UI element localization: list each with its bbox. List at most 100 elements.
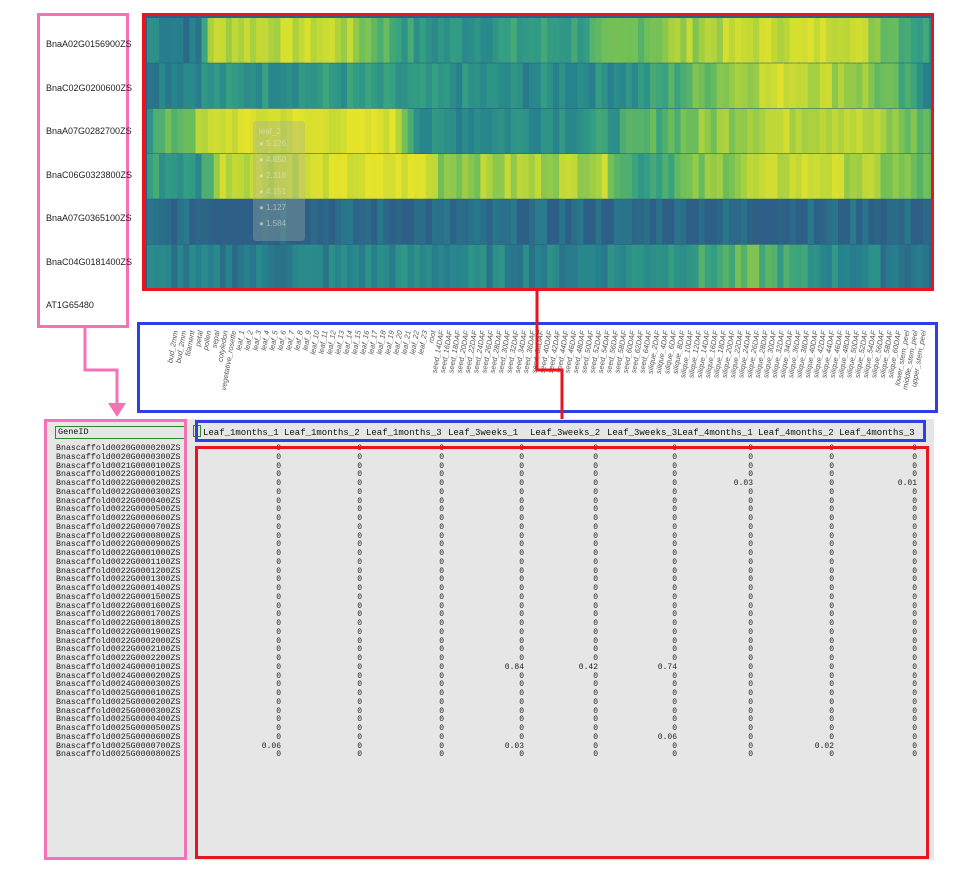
value-cell[interactable]: 0	[912, 697, 917, 707]
value-cell[interactable]: 0	[672, 479, 677, 488]
value-cell[interactable]: 0	[593, 452, 598, 462]
gene-id-cell[interactable]: Bnascaffold0020G0000200ZS	[56, 444, 181, 453]
value-cell[interactable]: 0	[829, 689, 834, 698]
gene-id-cell[interactable]: Bnascaffold0022G0001300ZS	[56, 575, 181, 585]
gene-id-cell[interactable]: Bnascaffold0022G0000100ZS	[56, 470, 181, 480]
value-cell[interactable]: 0	[748, 706, 753, 716]
value-cell[interactable]: 0	[672, 487, 677, 497]
value-cell[interactable]: 0	[672, 505, 677, 515]
value-cell[interactable]: 0	[357, 741, 362, 751]
value-cell[interactable]: 0	[748, 680, 753, 690]
value-cell[interactable]: 0	[829, 496, 834, 506]
value-cell[interactable]: 0	[276, 601, 281, 611]
value-cell[interactable]: 0	[829, 636, 834, 646]
value-cell[interactable]: 0	[748, 470, 753, 480]
value-cell[interactable]: 0	[439, 680, 444, 690]
value-cell[interactable]: 0	[519, 514, 524, 523]
value-cell[interactable]: 0	[912, 470, 917, 480]
value-cell[interactable]: 0	[519, 680, 524, 690]
value-cell[interactable]: 0	[439, 452, 444, 462]
value-cell[interactable]: 0	[519, 584, 524, 593]
value-cell[interactable]: 0	[593, 636, 598, 646]
value-cell[interactable]: 0	[439, 496, 444, 506]
value-cell[interactable]: 0	[519, 470, 524, 480]
column-header[interactable]: Leaf_4months_1	[677, 428, 753, 438]
value-cell[interactable]: 0	[357, 505, 362, 515]
value-cell[interactable]: 0	[748, 671, 753, 681]
value-cell[interactable]: 0	[912, 452, 917, 462]
value-cell[interactable]: 0	[357, 540, 362, 550]
value-cell[interactable]: 0	[748, 662, 753, 672]
value-cell[interactable]: 0	[357, 689, 362, 698]
value-cell[interactable]: 0	[519, 610, 524, 620]
value-cell[interactable]: 0	[593, 724, 598, 733]
value-cell[interactable]: 0	[672, 557, 677, 567]
value-cell[interactable]: 0	[829, 662, 834, 672]
value-cell[interactable]: 0	[829, 680, 834, 690]
value-cell[interactable]: 0	[912, 601, 917, 611]
value-cell[interactable]: 0	[439, 584, 444, 593]
value-cell[interactable]: 0	[357, 636, 362, 646]
value-cell[interactable]: 0	[593, 584, 598, 593]
value-cell[interactable]: 0	[829, 514, 834, 523]
value-cell[interactable]: 0	[748, 496, 753, 506]
value-cell[interactable]: 0	[748, 575, 753, 585]
value-cell[interactable]: 0	[593, 566, 598, 576]
value-cell[interactable]: 0	[276, 549, 281, 558]
column-header[interactable]: Leaf_3weeks_3	[607, 428, 678, 438]
value-cell[interactable]: 0	[439, 487, 444, 497]
value-cell[interactable]: 0	[748, 557, 753, 567]
value-cell[interactable]: 0	[519, 636, 524, 646]
gene-id-cell[interactable]: Bnascaffold0022G0000500ZS	[56, 505, 181, 515]
value-cell[interactable]: 0.06	[657, 732, 677, 742]
value-cell[interactable]: 0	[748, 741, 753, 751]
gene-id-cell[interactable]: Bnascaffold0025G0000500ZS	[56, 724, 181, 733]
value-cell[interactable]: 0	[439, 715, 444, 725]
value-cell[interactable]: 0	[748, 514, 753, 523]
value-cell[interactable]: 0	[829, 566, 834, 576]
value-cell[interactable]: 0	[439, 549, 444, 558]
value-cell[interactable]: 0	[672, 531, 677, 541]
gene-id-cell[interactable]: Bnascaffold0022G0001600ZS	[56, 601, 181, 611]
value-cell[interactable]: 0	[519, 452, 524, 462]
value-cell[interactable]: 0	[829, 575, 834, 585]
value-cell[interactable]: 0	[593, 741, 598, 751]
value-cell[interactable]: 0	[829, 619, 834, 628]
value-cell[interactable]: 0	[593, 540, 598, 550]
value-cell[interactable]: 0	[912, 689, 917, 698]
value-cell[interactable]: 0	[276, 724, 281, 733]
value-cell[interactable]: 0	[593, 514, 598, 523]
value-cell[interactable]: 0	[829, 540, 834, 550]
value-cell[interactable]: 0.02	[814, 741, 834, 751]
value-cell[interactable]: 0	[357, 592, 362, 602]
value-cell[interactable]: 0	[748, 540, 753, 550]
value-cell[interactable]: 0	[829, 654, 834, 663]
value-cell[interactable]: 0	[593, 557, 598, 567]
value-cell[interactable]: 0	[748, 697, 753, 707]
value-cell[interactable]: 0	[672, 514, 677, 523]
value-cell[interactable]: 0	[912, 610, 917, 620]
value-cell[interactable]: 0	[276, 619, 281, 628]
value-cell[interactable]: 0	[276, 671, 281, 681]
value-cell[interactable]: 0	[672, 741, 677, 751]
gene-id-cell[interactable]: Bnascaffold0022G0001000ZS	[56, 549, 181, 558]
gene-id-cell[interactable]: Bnascaffold0022G0000800ZS	[56, 531, 181, 541]
value-cell[interactable]: 0	[357, 549, 362, 558]
gene-id-cell[interactable]: Bnascaffold0022G0000300ZS	[56, 487, 181, 497]
value-cell[interactable]: 0	[276, 522, 281, 532]
column-header[interactable]: Leaf_1months_1	[203, 428, 279, 438]
value-cell[interactable]: 0	[519, 531, 524, 541]
value-cell[interactable]: 0	[276, 540, 281, 550]
value-cell[interactable]: 0	[593, 654, 598, 663]
value-cell[interactable]: 0	[519, 566, 524, 576]
gene-id-cell[interactable]: Bnascaffold0025G0000700ZS	[56, 741, 181, 751]
value-cell[interactable]: 0	[912, 706, 917, 716]
value-cell[interactable]: 0.42	[578, 662, 598, 672]
value-cell[interactable]: 0	[357, 522, 362, 532]
column-header[interactable]: Leaf_1months_2	[284, 428, 360, 438]
value-cell[interactable]: 0	[829, 627, 834, 637]
value-cell[interactable]: 0	[912, 741, 917, 751]
value-cell[interactable]: 0	[829, 505, 834, 515]
value-cell[interactable]: 0	[519, 575, 524, 585]
value-cell[interactable]: 0	[357, 662, 362, 672]
